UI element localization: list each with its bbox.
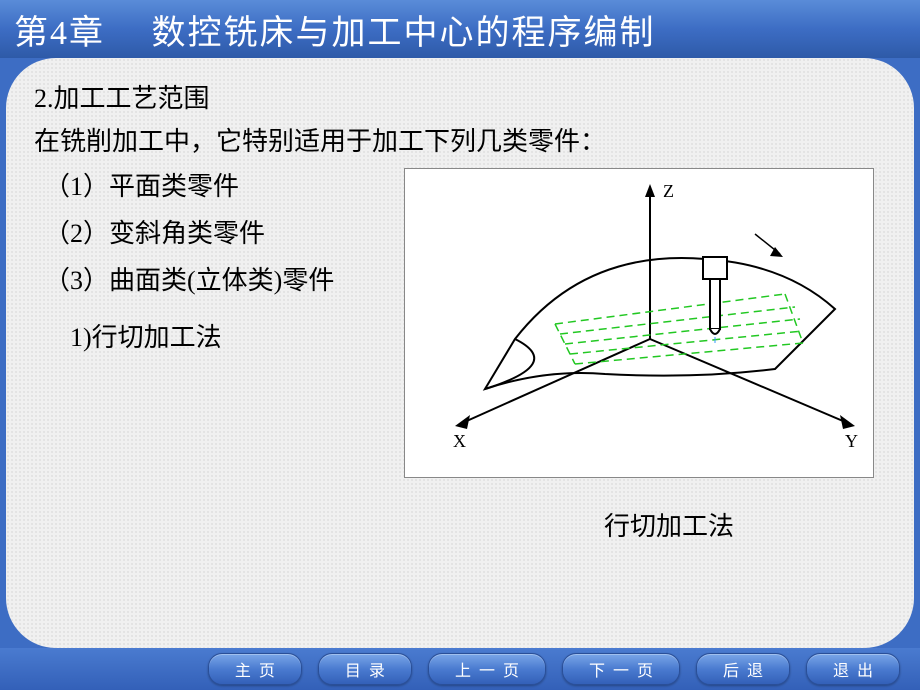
z-axis-arrow: [645, 184, 655, 197]
toolpath-right: [785, 294, 803, 343]
toolpath-4: [570, 331, 803, 354]
next-button[interactable]: 下一页: [562, 653, 680, 685]
machining-diagram-svg: Z Y X: [405, 169, 875, 479]
x-axis-arrow: [455, 415, 470, 429]
exit-button[interactable]: 退出: [806, 653, 900, 685]
prev-button[interactable]: 上一页: [428, 653, 546, 685]
toolpath-5: [575, 343, 803, 364]
toolpath-1: [555, 294, 785, 324]
x-axis-label: X: [453, 431, 466, 451]
back-button[interactable]: 后退: [696, 653, 790, 685]
toolpath-3: [565, 319, 800, 344]
nav-bar: 主页 目录 上一页 下一页 后退 退出: [0, 648, 920, 690]
surface-outline: [485, 258, 835, 389]
z-axis-label: Z: [663, 181, 674, 201]
title-bar: 第4章 数控铣床与加工中心的程序编制: [0, 0, 920, 58]
content-area: 2.加工工艺范围 在铣削加工中，它特别适用于加工下列几类零件： （1）平面类零件…: [6, 58, 914, 648]
diagram: Z Y X: [404, 168, 874, 478]
tool-tip: [710, 329, 720, 334]
tool-head: [703, 257, 727, 279]
y-axis-arrow: [840, 415, 855, 429]
toolpath-group: [555, 294, 803, 364]
y-axis: [650, 339, 850, 424]
section-header: 2.加工工艺范围: [34, 78, 890, 115]
diagram-caption: 行切加工法: [604, 506, 734, 543]
chapter-title: 第4章 数控铣床与加工中心的程序编制: [14, 5, 656, 54]
tool-shank: [710, 279, 720, 329]
y-axis-label: Y: [845, 431, 858, 451]
intro-text: 在铣削加工中，它特别适用于加工下列几类零件：: [34, 121, 890, 158]
toc-button[interactable]: 目录: [318, 653, 412, 685]
home-button[interactable]: 主页: [208, 653, 302, 685]
toolpath-2: [560, 307, 795, 334]
